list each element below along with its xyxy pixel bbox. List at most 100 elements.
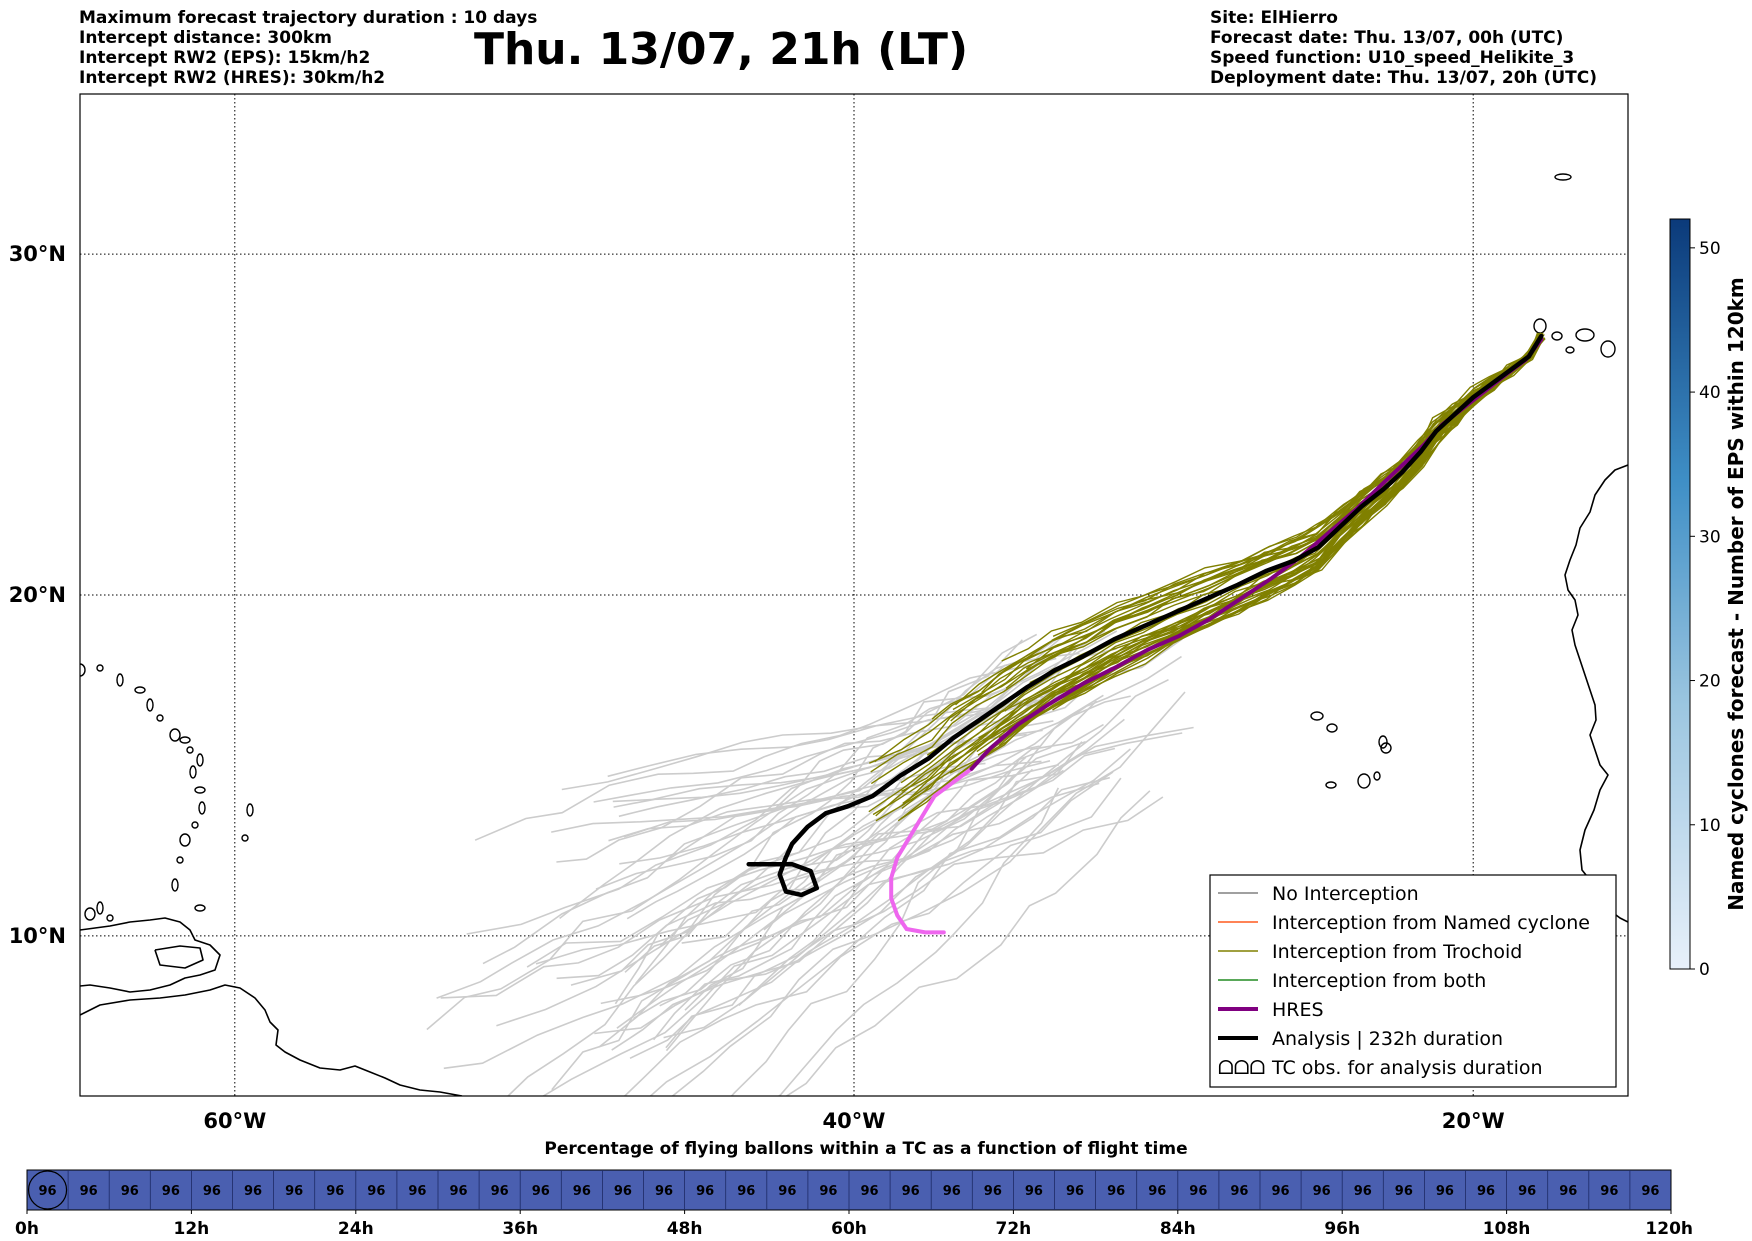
legend-label: No Interception	[1272, 883, 1419, 905]
no-interception-track	[738, 700, 1098, 1006]
latitude-label: 10°N	[9, 924, 66, 948]
page-title: Thu. 13/07, 21h (LT)	[0, 24, 1752, 75]
no-interception-track	[607, 703, 1050, 778]
cape-verde-island-outline	[1380, 742, 1392, 754]
legend-label: Interception from both	[1272, 970, 1486, 992]
island-outline	[186, 746, 194, 754]
trochoid-interception-track	[950, 332, 1540, 722]
timeline-value: 96	[696, 1184, 714, 1199]
legend-label: HRES	[1272, 999, 1324, 1021]
no-interception-track	[541, 776, 1110, 1096]
no-interception-track	[535, 718, 1125, 965]
island-outline	[169, 728, 181, 742]
header-left-info: Maximum forecast trajectory duration : 1…	[79, 8, 537, 88]
timeline-value: 96	[532, 1184, 550, 1199]
no-interception-track	[730, 774, 1016, 1096]
no-interception-track	[684, 723, 1104, 1011]
colorbar-tick-label: 50	[1699, 239, 1721, 259]
cape-verde-island-outline	[1325, 781, 1337, 789]
no-interception-track	[632, 630, 1106, 1020]
timeline-value: 96	[491, 1184, 509, 1199]
island-outline	[194, 904, 206, 912]
timeline-value: 96	[902, 1184, 920, 1199]
map-axis-labels: 30°N 20°N 10°N 60°W 40°W 20°W	[9, 242, 1505, 1133]
cape-verde-island-outline	[1310, 711, 1324, 721]
no-interception-track	[570, 630, 1118, 986]
timeline-value: 96	[1559, 1184, 1577, 1199]
no-interception-track	[665, 741, 1083, 1049]
timeline-value: 96	[367, 1184, 385, 1199]
no-interception-track	[593, 700, 1016, 803]
legend-box	[1209, 874, 1617, 1088]
island-outline	[116, 673, 124, 687]
no-interception-track	[551, 762, 986, 833]
canary-island-outline	[1600, 340, 1616, 358]
timeline-title: Percentage of flying ballons within a TC…	[544, 1139, 1187, 1159]
header-left-line: Intercept RW2 (HRES): 30km/h2	[79, 68, 386, 88]
legend: No Interception Interception from Named c…	[1209, 874, 1617, 1088]
madeira-island-outline	[1554, 173, 1572, 181]
timeline-value: 96	[408, 1184, 426, 1199]
timeline-value: 96	[1436, 1184, 1454, 1199]
map-gridlines	[80, 94, 1628, 1096]
island-outline	[171, 878, 179, 892]
header-right-line: Speed function: U10_speed_Helikite_3	[1210, 48, 1575, 68]
timeline-tick-label: 96h	[1324, 1219, 1360, 1239]
timeline-value: 96	[1354, 1184, 1372, 1199]
timeline-value: 96	[1107, 1184, 1125, 1199]
canary-island-outline	[1575, 328, 1595, 342]
timeline-value: 96	[80, 1184, 98, 1199]
island-outline	[241, 834, 249, 842]
header-left-line: Intercept distance: 300km	[79, 28, 332, 48]
island-outline	[96, 901, 104, 915]
header-left-line: Intercept RW2 (EPS): 15km/h2	[79, 48, 371, 68]
timeline-value: 96	[1230, 1184, 1248, 1199]
island-outline	[84, 907, 96, 921]
timeline-value: 96	[943, 1184, 961, 1199]
latitude-label: 30°N	[9, 242, 66, 266]
no-interception-track	[671, 691, 1186, 1096]
coastline-south-america	[80, 984, 463, 1096]
analysis-track	[746, 333, 1544, 898]
no-interception-track	[623, 763, 1060, 838]
cape-verde-island-outline	[1326, 723, 1338, 733]
no-interception-track	[665, 646, 1076, 1052]
timeline-value: 96	[1025, 1184, 1043, 1199]
no-interception-track	[551, 768, 1034, 1091]
header-right-info: Site: ElHierro Forecast date: Thu. 13/07…	[1210, 8, 1597, 88]
timeline-value: 96	[450, 1184, 468, 1199]
island-outline	[198, 801, 206, 815]
colorbar-tick-label: 10	[1699, 816, 1721, 836]
island-outline	[106, 914, 114, 922]
header-right-line: Site: ElHierro	[1210, 8, 1338, 28]
island-outline	[179, 833, 191, 847]
legend-label: TC obs. for analysis duration	[1271, 1057, 1543, 1079]
island-outline	[134, 686, 146, 694]
cape-verde-island-outline	[1378, 735, 1388, 749]
no-interception-track	[618, 733, 1027, 818]
tc-obs-symbol: ᗝᗝᗝ	[1218, 1057, 1265, 1079]
no-interception-track	[629, 796, 1164, 1060]
timeline-tick-label: 108h	[1483, 1219, 1531, 1239]
timeline-value: 96	[778, 1184, 796, 1199]
no-interception-track	[763, 655, 1182, 931]
longitude-label: 60°W	[203, 1109, 266, 1133]
latitude-label: 20°N	[9, 583, 66, 607]
no-interception-track	[634, 633, 1038, 985]
timeline-value: 96	[1148, 1184, 1166, 1199]
hres-track-late-segment	[889, 766, 974, 935]
no-interception-track	[619, 760, 1051, 865]
island-outline	[196, 753, 204, 767]
island-outline	[80, 663, 86, 677]
longitude-label: 40°W	[823, 1109, 886, 1133]
cape-verde-island-outline	[1373, 771, 1381, 781]
trochoid-interception-track	[1001, 336, 1541, 662]
colorbar-tick-label: 30	[1699, 527, 1721, 547]
map-frame	[79, 93, 1629, 1097]
timeline-value: 96	[162, 1184, 180, 1199]
colorbar-tick-label: 40	[1699, 383, 1721, 403]
no-interception-track	[598, 694, 1104, 1048]
